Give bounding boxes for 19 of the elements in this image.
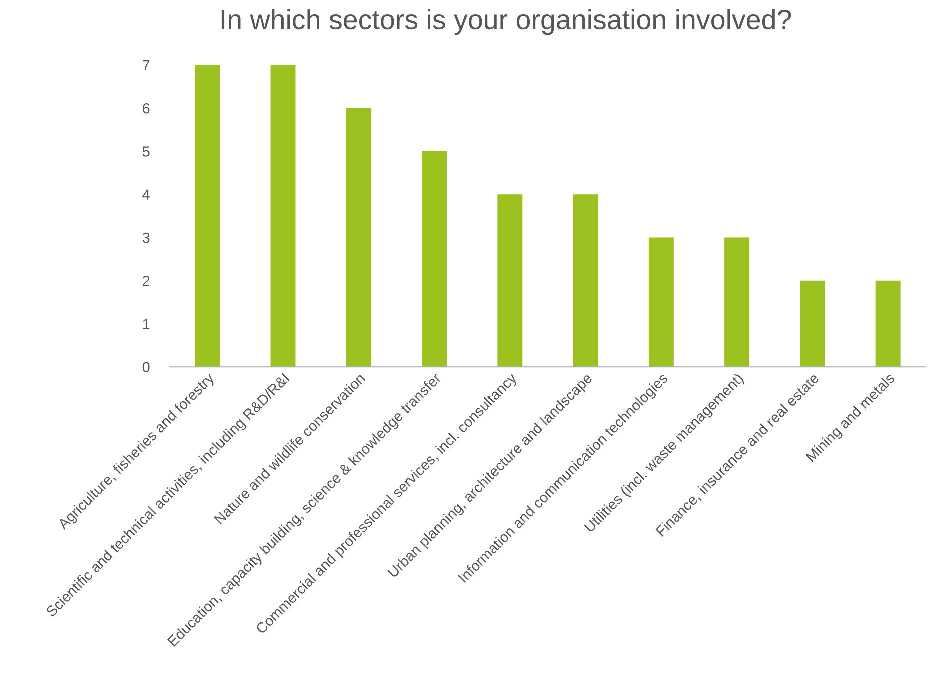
bar bbox=[876, 280, 901, 368]
bar bbox=[573, 194, 598, 368]
y-tick-label: 7 bbox=[143, 60, 150, 71]
y-tick-label: 3 bbox=[142, 232, 150, 244]
chart-title: In which sectors is your organisation involved? bbox=[222, 9, 792, 36]
y-tick-label: 4 bbox=[142, 190, 150, 200]
bar bbox=[346, 108, 372, 368]
bar bbox=[648, 238, 674, 368]
bar bbox=[195, 65, 220, 368]
y-tick-label: 6 bbox=[143, 103, 150, 114]
y-tick-label: 0 bbox=[142, 362, 150, 373]
bar bbox=[498, 194, 523, 368]
bar bbox=[422, 151, 448, 368]
bar bbox=[724, 238, 750, 368]
y-tick-label: 5 bbox=[142, 146, 150, 157]
bar bbox=[800, 280, 826, 368]
y-tick-label: 1 bbox=[143, 319, 150, 330]
bar bbox=[270, 65, 296, 368]
y-tick-label: 2 bbox=[143, 276, 150, 286]
